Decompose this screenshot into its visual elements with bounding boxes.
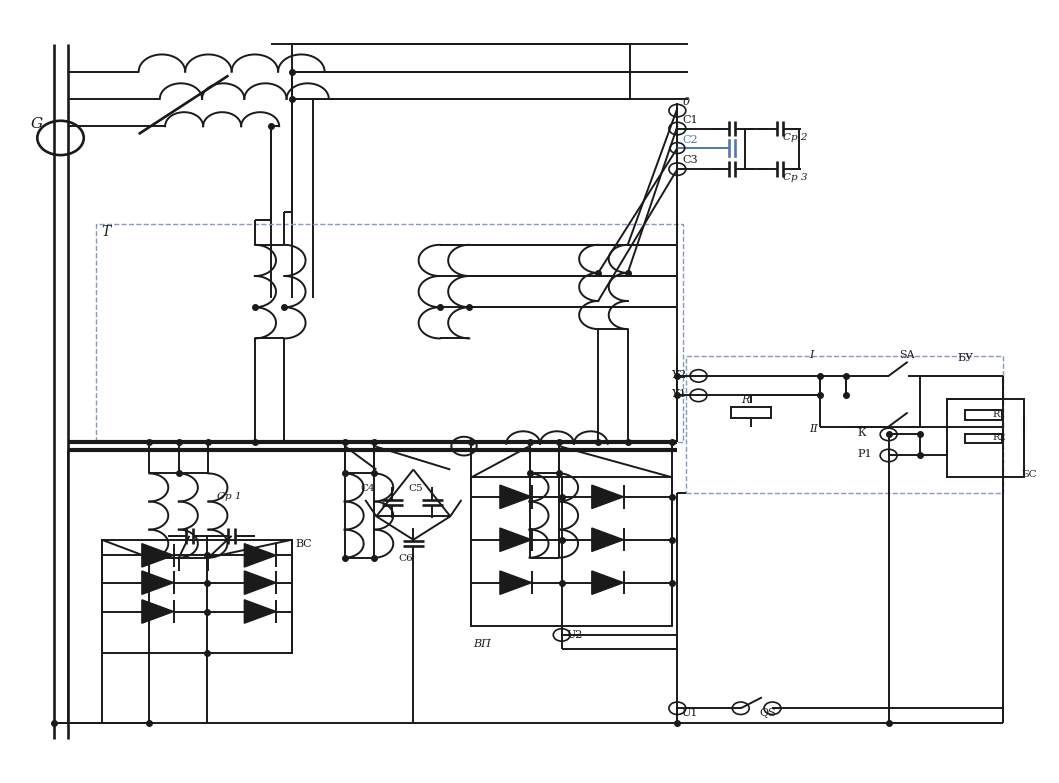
Polygon shape [142,543,174,567]
Text: II: II [809,424,819,435]
Bar [96,224,683,442]
Polygon shape [592,485,624,508]
Polygon shape [592,528,624,551]
Text: U1: U1 [682,708,698,718]
Text: К: К [857,428,865,438]
Polygon shape [592,571,624,594]
Text: C5: C5 [408,484,423,493]
Text: T: T [102,226,111,240]
Text: C1: C1 [683,114,698,124]
Polygon shape [500,528,532,551]
Bar [947,399,1024,478]
Bar [102,539,292,653]
Text: G: G [31,117,43,131]
Polygon shape [142,600,174,623]
Text: Р1: Р1 [857,449,872,460]
Text: I: I [809,350,813,360]
Text: QS: QS [759,708,776,718]
Text: U2: U2 [567,630,584,640]
Text: БС: БС [1022,470,1038,479]
Text: У1: У1 [672,389,687,399]
Bar [471,478,672,626]
Bar [965,434,1002,443]
Text: ВП: ВП [473,639,491,649]
Polygon shape [245,571,276,594]
Text: C2: C2 [683,135,698,145]
Text: R2: R2 [992,433,1006,442]
Text: SA: SA [899,350,915,360]
Text: ВС: ВС [295,539,311,549]
Bar [965,410,1002,420]
Bar [731,406,771,418]
Text: Cр 3: Cр 3 [783,173,808,182]
Text: C4: C4 [360,484,375,493]
Polygon shape [500,485,532,508]
Text: Cр 2: Cр 2 [783,133,808,142]
Text: R: R [740,395,749,405]
Polygon shape [245,600,276,623]
Text: C3: C3 [683,155,698,165]
Polygon shape [245,543,276,567]
Polygon shape [500,571,532,594]
Text: 0: 0 [683,97,689,106]
Text: C6: C6 [398,554,413,563]
Text: БУ: БУ [957,352,973,363]
Text: Cр 1: Cр 1 [217,492,241,501]
Polygon shape [142,571,174,594]
Bar [686,356,1003,493]
Text: У2: У2 [672,370,687,380]
Text: R1: R1 [992,410,1006,419]
